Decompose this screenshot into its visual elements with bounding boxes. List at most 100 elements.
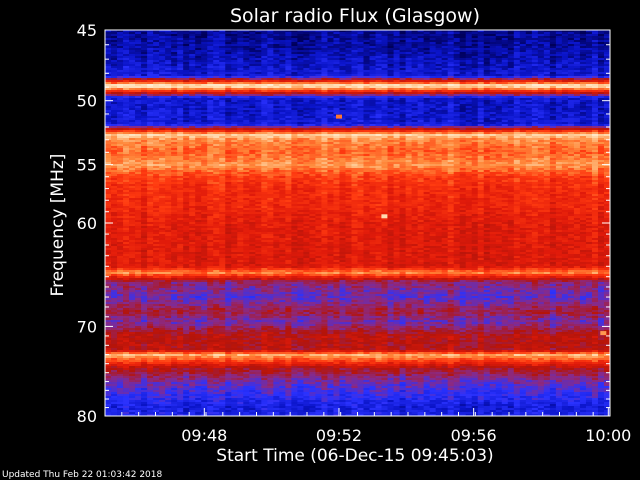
- spectrogram-cell: [603, 114, 611, 117]
- spectrogram-cell: [105, 148, 112, 151]
- spectrogram-cell: [327, 148, 334, 151]
- spectrogram-cell: [495, 48, 503, 51]
- spectrogram-cell: [525, 54, 533, 57]
- spectrogram-cell: [411, 42, 419, 45]
- spectrogram-cell: [135, 60, 142, 63]
- spectrogram-cell: [435, 68, 443, 71]
- spectrogram-cell: [129, 62, 136, 65]
- spectrogram-cell: [417, 90, 425, 93]
- spectrogram-cell: [591, 104, 599, 107]
- spectrogram-cell: [309, 128, 316, 131]
- spectrogram-cell: [207, 120, 214, 123]
- spectrogram-cell: [597, 120, 605, 123]
- spectrogram-cell: [597, 30, 605, 33]
- spectrogram-cell: [381, 32, 388, 35]
- spectrogram-cell: [423, 78, 431, 81]
- spectrogram-cell: [423, 32, 431, 35]
- spectrogram-cell: [573, 98, 581, 101]
- spectrogram-cell: [519, 138, 527, 141]
- spectrogram-cell: [309, 134, 316, 137]
- spectrogram-cell: [267, 112, 274, 115]
- spectrogram-cell: [219, 30, 226, 33]
- spectrogram-cell: [537, 132, 545, 135]
- spectrogram-cell: [555, 42, 563, 45]
- spectrogram-cell: [585, 30, 593, 33]
- spectrogram-cell: [237, 116, 244, 119]
- spectrogram-cell: [501, 74, 509, 77]
- spectrogram-cell: [525, 120, 533, 123]
- spectrogram-cell: [303, 126, 310, 129]
- spectrogram-cell: [273, 62, 280, 65]
- spectrogram-cell: [243, 58, 250, 61]
- spectrogram-cell: [549, 64, 557, 67]
- spectrogram-cell: [507, 44, 515, 47]
- spectrogram-cell: [315, 68, 322, 71]
- spectrogram-cell: [273, 118, 280, 121]
- spectrogram-cell: [345, 52, 352, 55]
- spectrogram-cell: [165, 112, 172, 115]
- spectrogram-cell: [543, 68, 551, 71]
- spectrogram-cell: [207, 106, 214, 109]
- spectrogram-cell: [381, 48, 388, 51]
- spectrogram-cell: [393, 108, 400, 111]
- spectrogram-cell: [267, 132, 274, 135]
- spectrogram-cell: [141, 76, 148, 79]
- spectrogram-cell: [261, 70, 268, 73]
- spectrogram-cell: [429, 76, 437, 79]
- spectrogram-cell: [309, 130, 316, 133]
- spectrogram-cell: [441, 54, 449, 57]
- spectrogram-cell: [177, 90, 184, 93]
- spectrogram-cell: [309, 64, 316, 67]
- spectrogram-cell: [135, 140, 142, 143]
- spectrogram-cell: [147, 124, 154, 127]
- spectrogram-cell: [519, 44, 527, 47]
- spectrogram-cell: [393, 136, 400, 139]
- spectrogram-cell: [561, 68, 569, 71]
- spectrogram-cell: [225, 120, 232, 123]
- spectrogram-cell: [429, 32, 437, 35]
- spectrogram-cell: [369, 50, 376, 53]
- spectrogram-cell: [291, 132, 298, 135]
- spectrogram-cell: [207, 70, 214, 73]
- spectrogram-cell: [441, 100, 449, 103]
- spectrogram-cell: [153, 80, 160, 83]
- spectrogram-cell: [303, 144, 310, 147]
- spectrogram-cell: [261, 32, 268, 35]
- spectrogram-cell: [303, 84, 310, 87]
- spectrogram-cell: [183, 74, 190, 77]
- spectrogram-cell: [459, 100, 467, 103]
- spectrogram-cell: [537, 50, 545, 53]
- spectrogram-cell: [387, 58, 394, 61]
- spectrogram-cell: [267, 36, 274, 39]
- spectrogram-cell: [471, 84, 479, 87]
- spectrogram-cell: [159, 120, 166, 123]
- spectrogram-cell: [291, 118, 298, 121]
- spectrogram-cell: [135, 108, 142, 111]
- spectrogram-cell: [465, 96, 473, 99]
- spectrogram-cell: [471, 128, 479, 131]
- spectrogram-cell: [219, 44, 226, 47]
- spectrogram-cell: [201, 108, 208, 111]
- spectrogram-cell: [165, 82, 172, 85]
- spectrogram-cell: [105, 116, 112, 119]
- spectrogram-cell: [537, 56, 545, 59]
- spectrogram-cell: [525, 134, 533, 137]
- spectrogram-cell: [429, 54, 437, 57]
- spectrogram-cell: [531, 94, 539, 97]
- spectrogram-cell: [513, 42, 521, 45]
- spectrogram-cell: [579, 68, 587, 71]
- spectrogram-cell: [399, 136, 406, 139]
- spectrogram-cell: [555, 80, 563, 83]
- spectrogram-cell: [105, 80, 112, 83]
- spectrogram-cell: [135, 138, 142, 141]
- spectrogram-cell: [195, 40, 202, 43]
- spectrogram-cell: [117, 54, 124, 57]
- spectrogram-cell: [201, 106, 208, 109]
- spectrogram-cell: [141, 34, 148, 37]
- spectrogram-cell: [375, 108, 382, 111]
- spectrogram-cell: [141, 40, 148, 43]
- spectrogram-cell: [363, 106, 370, 109]
- spectrogram-cell: [417, 78, 425, 81]
- spectrogram-cell: [525, 62, 533, 65]
- spectrogram-cell: [321, 122, 328, 125]
